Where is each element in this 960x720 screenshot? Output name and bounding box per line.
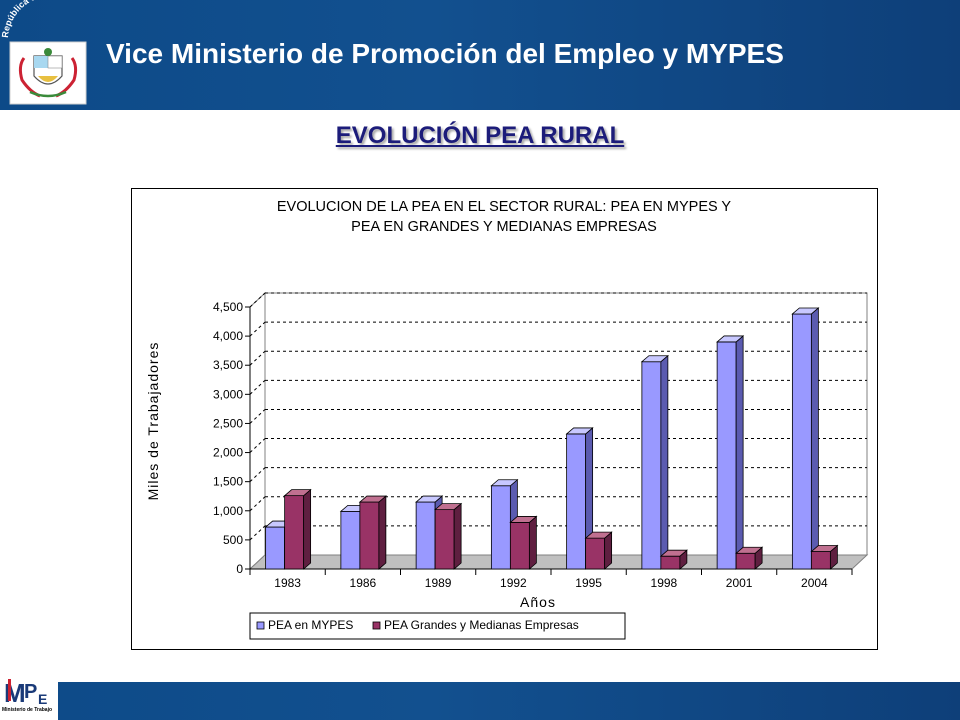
ministry-logo-text: Ministerio de Trabajo (2, 707, 53, 713)
x-tick-label: 1983 (274, 576, 301, 590)
x-axis-label: Años (520, 594, 556, 610)
bar-side-grandes-1986 (378, 495, 387, 570)
bar-side-grandes-1989 (453, 502, 462, 570)
chart-container: EVOLUCION DE LA PEA EN EL SECTOR RURAL: … (131, 188, 878, 650)
bar-mypes-2004 (791, 313, 812, 570)
bar-mypes-1983 (265, 526, 286, 570)
chart-title-line2: PEA EN GRANDES Y MEDIANAS EMPRESAS (351, 219, 657, 235)
bar-top-mypes-2004 (791, 307, 820, 315)
bar-mypes-1992 (490, 485, 511, 570)
y-tick-label: 500 (223, 533, 243, 547)
bar-top-grandes-2004 (810, 545, 839, 552)
bar-grandes-1995 (585, 537, 606, 570)
y-tick-label: 3,500 (213, 358, 243, 372)
x-tick-label: 1995 (575, 576, 602, 590)
bar-top-mypes-1995 (565, 427, 594, 435)
mtpe-logo-icon: M P E (4, 678, 47, 708)
page-title: Vice Ministerio de Promoción del Empleo … (106, 38, 784, 69)
x-tick-label: 1986 (350, 576, 377, 590)
bar-top-mypes-1989 (415, 495, 444, 503)
bar-mypes-1998 (641, 361, 662, 570)
legend-label-grandes: PEA Grandes y Medianas Empresas (384, 618, 579, 632)
y-tick-label: 2,500 (213, 416, 243, 430)
y-tick-label: 1,500 (213, 475, 243, 489)
bar-grandes-1986 (359, 501, 380, 570)
bar-grandes-1983 (284, 495, 305, 570)
y-axis-label: Miles de Trabajadores (145, 342, 161, 501)
bar-top-grandes-1992 (509, 516, 538, 523)
plot-area: 0 500 1,000 1,500 2,000 2,500 3,000 3,500 4,000 4… (213, 291, 869, 590)
coat-of-arms-icon: República del Perú (0, 0, 87, 105)
bar-top-grandes-1998 (659, 549, 688, 557)
bar-grandes-1998 (660, 555, 681, 570)
bar-side-mypes-2004 (810, 307, 819, 570)
bar-top-grandes-1986 (358, 495, 387, 503)
bar-mypes-2001 (716, 341, 737, 570)
legend-swatch-mypes (256, 621, 265, 630)
bar-mypes-1986 (340, 510, 361, 570)
y-tick-label: 3,000 (213, 387, 243, 401)
x-tick-label: 1998 (651, 576, 678, 590)
footer-banner (0, 682, 960, 720)
bar-side-mypes-1998 (660, 354, 669, 570)
bar-top-grandes-2001 (735, 546, 764, 554)
bar-top-mypes-1998 (640, 355, 669, 363)
bar-side-mypes-2001 (735, 335, 744, 570)
peru-seal: República del Perú (0, 0, 100, 110)
bar-top-grandes-1983 (283, 489, 312, 497)
bar-top-grandes-1995 (584, 531, 613, 539)
bar-top-mypes-1992 (490, 479, 519, 487)
legend-box (249, 612, 626, 640)
bar-grandes-1989 (434, 509, 455, 570)
legend-swatch-grandes (372, 621, 381, 630)
svg-text:E: E (38, 691, 47, 707)
bar-top-mypes-2001 (716, 335, 745, 343)
ministry-logo: M P E Ministerio de Trabajo (0, 676, 58, 720)
svg-text:M: M (4, 678, 26, 708)
y-tick-label: 4,000 (213, 329, 243, 343)
chart-legend: PEA en MYPES PEA Grandes y Medianas Empr… (249, 612, 626, 640)
bar-mypes-1989 (415, 501, 436, 570)
y-tick-label: 2,000 (213, 446, 243, 460)
section-title: EVOLUCIÓN PEA RURAL (335, 122, 625, 149)
bar-mypes-1995 (566, 433, 587, 570)
bar-top-grandes-1989 (434, 503, 463, 511)
bar-grandes-1992 (509, 522, 530, 570)
bar-side-grandes-1983 (303, 488, 312, 570)
bar-side-grandes-1992 (528, 515, 537, 570)
seal-arc-text: República del Perú (0, 0, 68, 38)
x-tick-label: 1992 (500, 576, 527, 590)
y-tick-label: 4,500 (213, 300, 243, 314)
bar-chart: EVOLUCION DE LA PEA EN EL SECTOR RURAL: … (145, 199, 869, 640)
x-tick-label: 2004 (801, 576, 828, 590)
chart-title-line1: EVOLUCION DE LA PEA EN EL SECTOR RURAL: … (277, 199, 732, 215)
y-tick-label: 1,000 (213, 504, 243, 518)
bar-grandes-2004 (810, 551, 831, 570)
header-banner: República del Perú Vice Ministerio de Pr… (0, 0, 960, 110)
bar-grandes-2001 (735, 552, 756, 570)
svg-text:P: P (24, 681, 37, 703)
x-tick-label: 2001 (726, 576, 753, 590)
y-tick-label: 0 (236, 562, 243, 576)
x-tick-label: 1989 (425, 576, 452, 590)
legend-label-mypes: PEA en MYPES (268, 618, 353, 632)
